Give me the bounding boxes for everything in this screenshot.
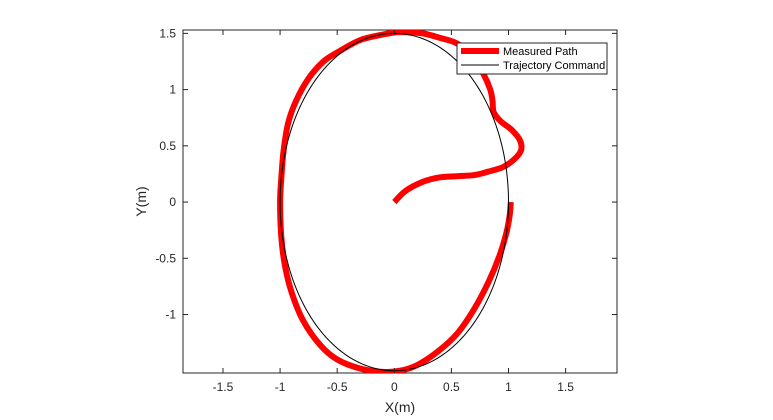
x-tick-label: -1.5	[213, 380, 234, 394]
x-tick-label: 0	[391, 380, 398, 394]
x-tick-label: 1	[505, 380, 512, 394]
x-axis-label: X(m)	[385, 399, 415, 415]
legend-label-trajectory-command: Trajectory Command	[503, 60, 605, 72]
y-tick-label: 1	[169, 83, 176, 97]
y-axis-label: Y(m)	[133, 186, 149, 216]
series-line-trajectory-command	[279, 32, 509, 372]
axes-box	[182, 29, 618, 374]
y-tick-label: 0.5	[159, 139, 176, 153]
series-layer	[277, 30, 525, 373]
x-tick-label: -0.5	[327, 380, 348, 394]
series-line-measured-path	[277, 30, 525, 373]
y-tick-label: 0	[169, 195, 176, 209]
tick-layer: -1.5 -1 -0.5 0 0.5 1 1.5 -1 -0.5 0 0.5 1 1.5	[155, 26, 617, 394]
legend: Measured Path Trajectory Command	[456, 42, 608, 75]
x-tick-label: -1	[275, 380, 286, 394]
y-tick-label: -1	[165, 308, 176, 322]
plot-area: -1.5 -1 -0.5 0 0.5 1 1.5 -1 -0.5 0 0.5 1 1.5	[155, 26, 618, 394]
legend-label-measured-path: Measured Path	[503, 46, 578, 58]
x-tick-label: 0.5	[443, 380, 460, 394]
x-tick-label: 1.5	[557, 380, 574, 394]
y-tick-label: -0.5	[155, 251, 176, 265]
y-tick-label: 1.5	[159, 26, 176, 40]
